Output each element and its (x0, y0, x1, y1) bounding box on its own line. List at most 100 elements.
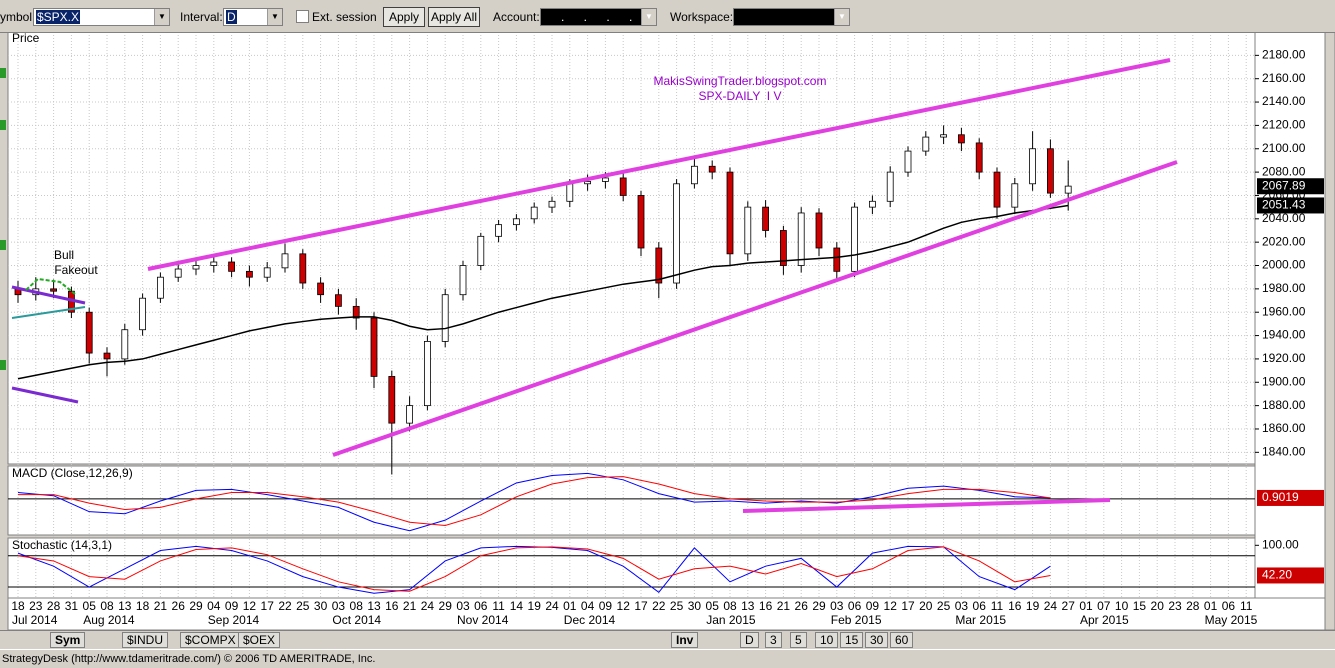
candle-body (655, 247, 663, 284)
x-tick-label: 22 (652, 599, 666, 613)
month-label: Oct 2014 (332, 613, 381, 627)
x-tick-label: 21 (154, 599, 168, 613)
tab[interactable]: D (740, 632, 759, 648)
x-tick-label: 21 (403, 599, 417, 613)
candle-body (192, 265, 200, 270)
x-tick-label: 25 (670, 599, 684, 613)
icon (0, 360, 6, 370)
candle-body (530, 206, 538, 220)
y-tick-label: 1880.00 (1262, 398, 1306, 412)
dropdown[interactable]: ▼ (267, 9, 282, 25)
y-tick-label: 1940.00 (1262, 328, 1306, 342)
candle-body (958, 134, 965, 144)
y-tick-label: 2080.00 (1262, 164, 1306, 178)
tab[interactable]: 15 (840, 632, 864, 648)
candle-body (263, 267, 271, 278)
symbol-input[interactable]: $SPX.X ▼ (33, 8, 170, 26)
indicator-line (17, 545, 1051, 594)
candle-body (121, 329, 129, 360)
tab[interactable]: 10 (815, 632, 839, 648)
candle-body (1029, 148, 1036, 185)
chart-title: MakisSwingTrader.blogspot.com (654, 74, 827, 88)
tab[interactable]: 5 (790, 632, 807, 648)
candle-body (602, 177, 609, 182)
x-tick-label: 23 (1168, 599, 1182, 613)
interval-input[interactable]: D ▼ (223, 8, 283, 26)
x-tick-label: 26 (172, 599, 186, 613)
x-tick-label: 16 (1008, 599, 1022, 613)
candle-body (210, 261, 218, 266)
chart-subtitle: SPX-DAILY I V (699, 89, 782, 103)
tab[interactable]: $INDU (122, 632, 169, 648)
tab[interactable]: 3 (765, 632, 782, 648)
marks (14, 125, 1072, 594)
tab[interactable]: Inv (671, 632, 699, 648)
candle-body (726, 171, 734, 255)
value-tag (1257, 197, 1324, 214)
x-tick-label: 03 (332, 599, 346, 613)
candle-body (174, 268, 182, 278)
x-tick-label: 04 (581, 599, 595, 613)
y-tick-label: 2120.00 (1262, 118, 1306, 132)
trendline (147, 58, 1171, 271)
tab[interactable]: $COMPX (180, 632, 241, 648)
candle-body (495, 224, 503, 237)
x-tick-label: 11 (492, 599, 505, 613)
tab[interactable]: 60 (890, 632, 914, 648)
apply-button[interactable]: Apply (383, 7, 425, 27)
x-tick-label: 06 (973, 599, 987, 613)
dropdown[interactable]: ▼ (641, 9, 656, 25)
label: Interval: (180, 10, 223, 24)
indicator-line (17, 472, 1051, 532)
x-tick-label: 12 (884, 599, 898, 613)
candle-body (406, 405, 414, 424)
candle-body (762, 206, 769, 231)
tab[interactable]: Sym (50, 632, 86, 648)
tab[interactable]: 30 (865, 632, 889, 648)
x-tick-label: 11 (1240, 599, 1253, 613)
candle-body (851, 206, 858, 272)
moving-average (17, 204, 1069, 380)
icon (0, 68, 6, 78)
x-tick-label: 12 (243, 599, 257, 613)
x-tick-label: 01 (1204, 599, 1218, 613)
x-tick-label: 19 (528, 599, 542, 613)
y-tick-label: 2040.00 (1262, 211, 1306, 225)
candle-body (1011, 183, 1019, 208)
candle-body (50, 288, 57, 292)
indicator-line (18, 476, 1051, 526)
month-label: Aug 2014 (83, 613, 135, 627)
candle-body (833, 247, 841, 272)
x-tick-label: 20 (1151, 599, 1165, 613)
pattern (25, 277, 76, 295)
x-tick-label: 09 (866, 599, 880, 613)
x-tick-label: 03 (456, 599, 470, 613)
candle-body (459, 265, 467, 296)
candle-body (780, 230, 787, 266)
month-label: Jan 2015 (706, 613, 756, 627)
checkbox[interactable] (296, 10, 309, 23)
x-tick-label: 22 (278, 599, 292, 613)
grid (8, 32, 1259, 598)
candle-body (1064, 185, 1072, 194)
value: . . . . (561, 10, 641, 24)
toolbar: ymbol: $SPX.X ▼ Interval: D ▼ Ext. session… (0, 0, 1335, 33)
panel-label: MACD (Close,12,26,9) (12, 466, 133, 480)
tab[interactable]: $OEX (238, 632, 281, 648)
dropdown[interactable]: ▼ (834, 9, 849, 25)
candle-body (797, 212, 805, 266)
x-tick-label: 09 (225, 599, 239, 613)
x-tick-label: 07 (1097, 599, 1111, 613)
account-input[interactable]: . . . . ▼ (540, 8, 657, 26)
x-tick-label: 25 (296, 599, 310, 613)
price-panel (7, 31, 1256, 465)
candle-body (940, 134, 947, 138)
apply-all-button[interactable]: Apply All (428, 7, 480, 27)
month-label: May 2015 (1205, 613, 1258, 627)
candle-body (1047, 148, 1054, 194)
x-tick-label: 17 (901, 599, 915, 613)
dropdown[interactable]: ▼ (154, 9, 169, 25)
workspace-input[interactable]: ▼ (733, 8, 850, 26)
scrollbar[interactable] (1324, 31, 1335, 630)
